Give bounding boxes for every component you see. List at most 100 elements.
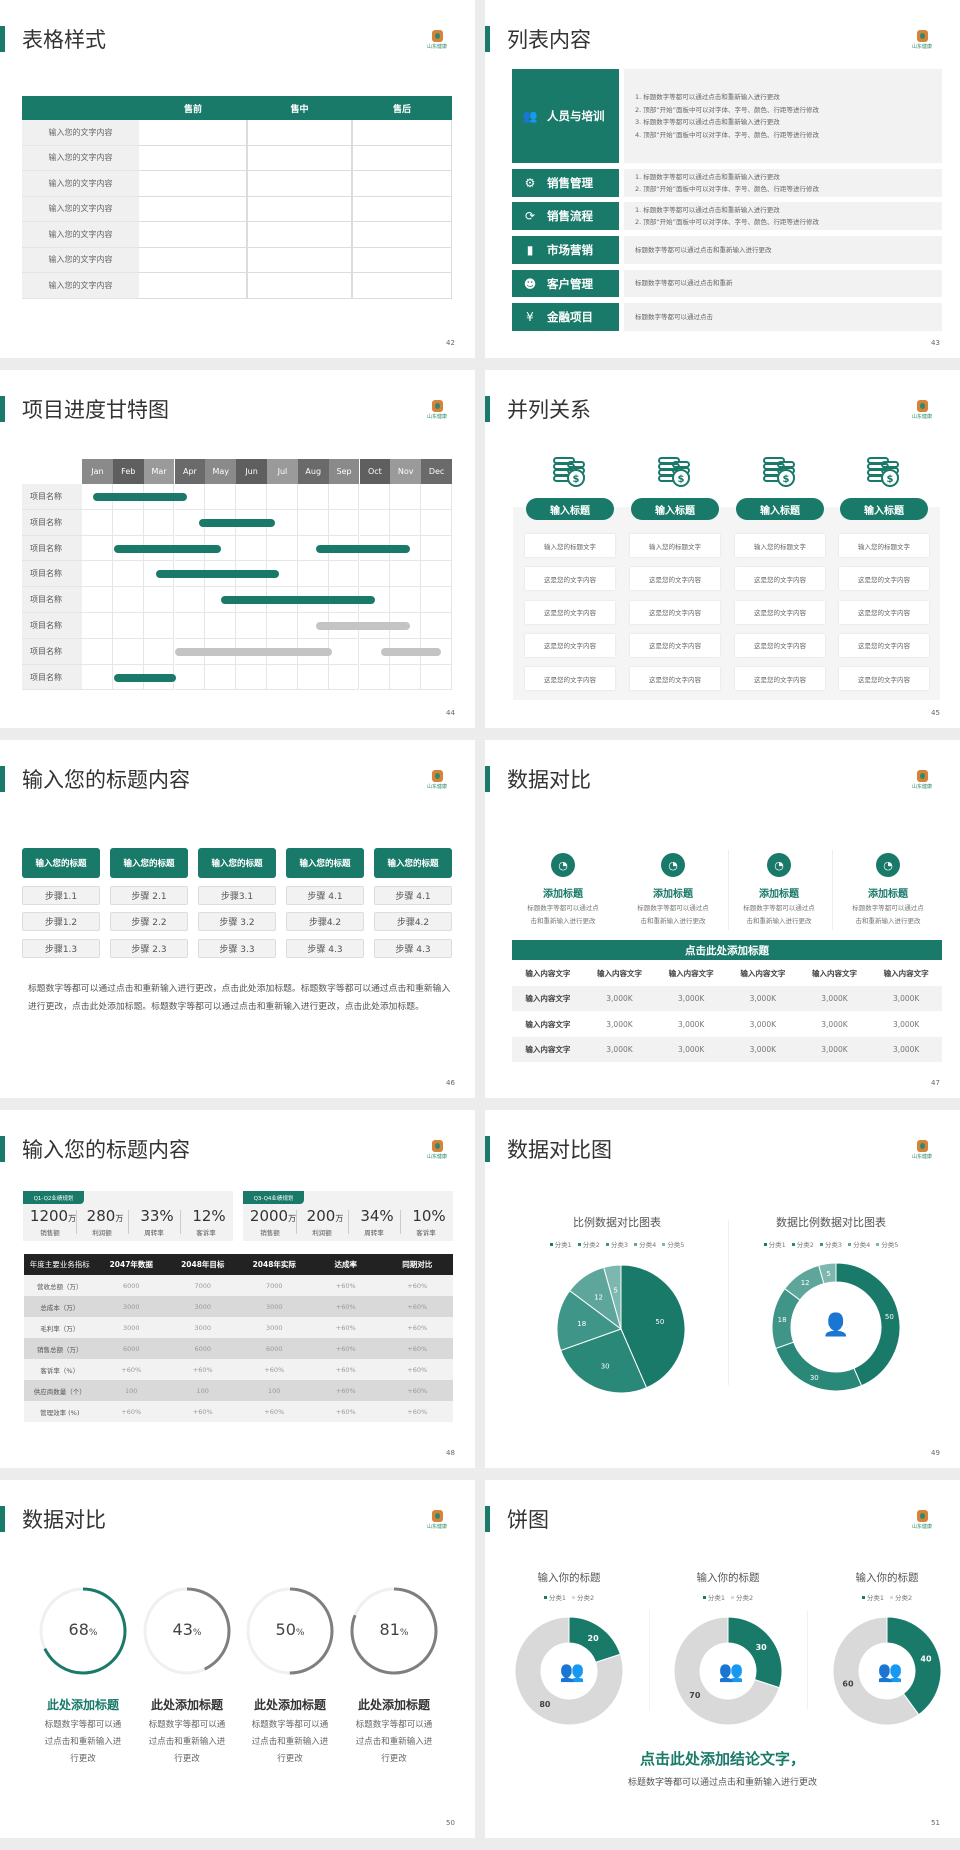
table-title-bar[interactable]: 点击此处添加标题 [512, 940, 942, 960]
list-item-label-box[interactable]: ⚙ 销售管理 [512, 169, 619, 197]
text-cell[interactable]: 这是您的文字内容 [525, 600, 615, 624]
list-item-label-box[interactable]: ☻ 客户管理 [512, 270, 619, 297]
text-cell[interactable]: 这是您的文字内容 [735, 633, 825, 657]
text-cell[interactable]: 这是您的文字内容 [839, 600, 929, 624]
slide-43[interactable]: 列表内容 山东健康 43 👥 人员与培训 1. 标题数字等都可以通过点击和重新输入进行更改… [485, 0, 960, 358]
gantt-bar[interactable] [174, 647, 332, 656]
slide-45[interactable]: 并列关系 山东健康 45 $ 输入标题 输入您的标题文字 这是您的文字内容 这是您的文字内容这… [485, 370, 960, 728]
text-cell[interactable]: 这是您的文字内容 [735, 600, 825, 624]
gantt-bar[interactable] [316, 621, 411, 630]
step-box[interactable]: 步骤 4.3 [374, 938, 452, 958]
table-cell[interactable] [352, 171, 452, 197]
gantt-bar[interactable] [114, 544, 221, 553]
step-box[interactable]: 步骤 2.1 [110, 886, 188, 905]
step-box[interactable]: 步骤 2.3 [110, 938, 188, 958]
column-heading-pill[interactable]: 输入标题 [631, 498, 719, 520]
list-item-label-box[interactable]: ▮ 市场营销 [512, 236, 619, 264]
grid-cell [174, 613, 206, 639]
table-cell[interactable] [139, 171, 247, 197]
list-item-label-box[interactable]: ¥ 金融项目 [512, 303, 619, 331]
slide-44[interactable]: 项目进度甘特图 山东健康 44 Jan Feb Mar Apr May Jun Jul Aug Sep… [0, 370, 475, 728]
table-cell[interactable] [247, 145, 352, 171]
list-item-label-box[interactable]: ⟳ 销售流程 [512, 202, 619, 230]
step-box[interactable]: 步骤 4.3 [286, 938, 364, 958]
logo-icon [916, 770, 928, 782]
slide-50[interactable]: 数据对比 山东健康 50 68% 此处添加标题 标题数字等都可以通 过点击和重新输入进 行更改… [0, 1480, 475, 1838]
step-column-heading[interactable]: 输入您的标题 [286, 848, 364, 878]
slide-42[interactable]: 表格样式 山东健康 42 售前 售中 售后 输入您的文字内容 输入您的文字内容 输入您的文字内容… [0, 0, 475, 358]
text-cell[interactable]: 这是您的文字内容 [630, 633, 720, 657]
slide-48[interactable]: 输入您的标题内容 山东健康 48 Q1-Q2业绩规划 1200万 销售额 280万 利润额 33… [0, 1110, 475, 1468]
text-cell[interactable]: 输入您的标题文字 [839, 534, 929, 557]
gantt-bar[interactable] [220, 596, 375, 605]
table-cell[interactable] [352, 222, 452, 248]
step-box[interactable]: 步骤 4.1 [374, 886, 452, 905]
step-column-heading[interactable]: 输入您的标题 [374, 848, 452, 878]
gantt-bar[interactable] [156, 570, 280, 579]
gantt-bar[interactable] [316, 544, 411, 553]
list-item-label-box[interactable]: 👥 人员与培训 [512, 69, 619, 163]
step-box[interactable]: 步骤 3.2 [198, 912, 276, 932]
text-cell[interactable]: 这是您的文字内容 [630, 567, 720, 591]
text-cell[interactable]: 这是您的文字内容 [735, 567, 825, 591]
table-cell[interactable] [352, 196, 452, 222]
slide-47[interactable]: 数据对比 山东健康 47 ◔ 添加标题 标题数字等都可以通过点 击和重新输入进行更改 ◔ 添加标… [485, 740, 960, 1098]
table-cell[interactable] [247, 273, 352, 299]
text-cell[interactable]: 这是您的文字内容 [630, 600, 720, 624]
column-heading-pill[interactable]: 输入标题 [736, 498, 824, 520]
text-cell[interactable]: 这是您的文字内容 [630, 667, 720, 691]
table-cell[interactable] [352, 120, 452, 146]
slide-46[interactable]: 输入您的标题内容 山东健康 46 输入您的标题 步骤1.1 步骤1.2 步骤1.3 输入您的标… [0, 740, 475, 1098]
slide-51[interactable]: 饼图 山东健康 51 输入你的标题 分类1 分类2 20 80 👥 输入你的标题 分类1 分类2 30 7… [485, 1480, 960, 1838]
step-box[interactable]: 步骤1.2 [22, 912, 100, 932]
table-cell[interactable] [139, 273, 247, 299]
text-cell[interactable]: 这是您的文字内容 [839, 567, 929, 591]
column-heading-pill[interactable]: 输入标题 [526, 498, 614, 520]
table-cell[interactable] [139, 247, 247, 273]
table-cell[interactable] [247, 247, 352, 273]
step-box[interactable]: 步骤1.1 [22, 886, 100, 905]
month-header: Feb [112, 459, 144, 484]
text-cell[interactable]: 输入您的标题文字 [525, 534, 615, 557]
table-cell[interactable] [352, 145, 452, 171]
text-cell[interactable]: 这是您的文字内容 [839, 667, 929, 691]
table-cell[interactable] [139, 120, 247, 146]
step-box[interactable]: 步骤4.2 [286, 912, 364, 932]
step-box[interactable]: 步骤 2.2 [110, 912, 188, 932]
table-cell[interactable] [352, 247, 452, 273]
table-cell[interactable] [139, 145, 247, 171]
step-column-heading[interactable]: 输入您的标题 [110, 848, 188, 878]
gantt-bar[interactable] [381, 647, 442, 656]
kpi-label: 销售额 [260, 1229, 280, 1237]
step-column-heading[interactable]: 输入您的标题 [198, 848, 276, 878]
table-cell[interactable] [139, 196, 247, 222]
table-cell[interactable] [247, 196, 352, 222]
text-cell[interactable]: 这是您的文字内容 [525, 633, 615, 657]
text-cell[interactable]: 这是您的文字内容 [735, 667, 825, 691]
step-box[interactable]: 步骤 3.3 [198, 938, 276, 958]
table-cell[interactable] [139, 222, 247, 248]
gantt-bar[interactable] [199, 518, 275, 527]
text-cell[interactable]: 这是您的文字内容 [525, 667, 615, 691]
text-cell[interactable]: 这是您的文字内容 [839, 633, 929, 657]
slide-49[interactable]: 数据对比图 山东健康 49 比例数据对比图表 分类1 分类2 分类3 分类4 分类5 50 30 18… [485, 1110, 960, 1468]
step-box[interactable]: 步骤1.3 [22, 938, 100, 958]
table-cell[interactable] [352, 273, 452, 299]
step-box[interactable]: 步骤3.1 [198, 886, 276, 905]
column-heading-pill[interactable]: 输入标题 [840, 498, 928, 520]
gantt-bar[interactable] [114, 673, 177, 682]
gantt-bar[interactable] [92, 492, 187, 501]
table-cell[interactable] [247, 120, 352, 146]
text-cell[interactable]: 输入您的标题文字 [735, 534, 825, 557]
step-box[interactable]: 步骤 4.1 [286, 886, 364, 905]
table-cell[interactable] [247, 222, 352, 248]
legend-swatch [662, 1242, 666, 1246]
kpi-value: 2000 [249, 1207, 289, 1225]
table-cell[interactable] [247, 171, 352, 197]
step-box[interactable]: 步骤4.2 [374, 912, 452, 932]
slide-title: 输入您的标题内容 [22, 1138, 190, 1162]
text-cell[interactable]: 这是您的文字内容 [525, 567, 615, 591]
chart-title: 比例数据对比图表 [573, 1216, 661, 1229]
step-column-heading[interactable]: 输入您的标题 [22, 848, 100, 878]
text-cell[interactable]: 输入您的标题文字 [630, 534, 720, 557]
